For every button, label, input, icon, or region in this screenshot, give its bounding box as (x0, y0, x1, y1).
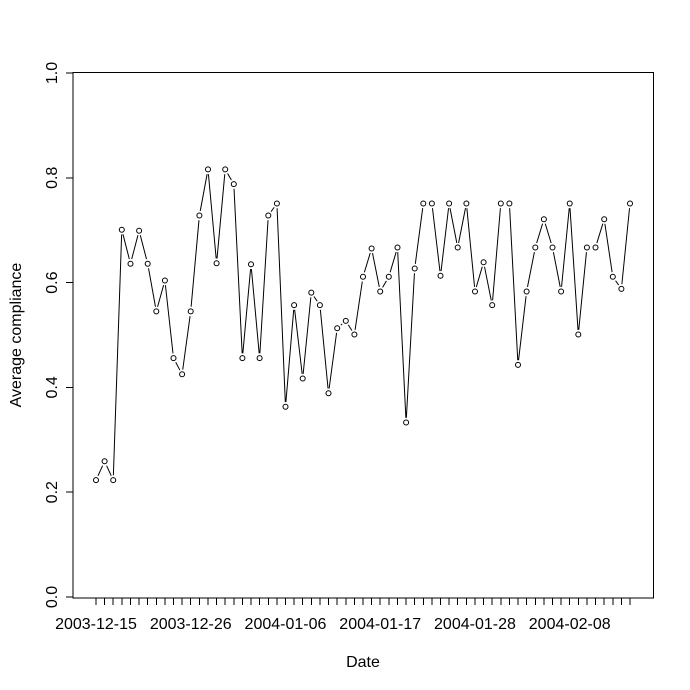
x-tick-label: 2004-02-08 (529, 616, 611, 633)
data-point-marker (540, 216, 547, 223)
y-tick-label: 0.2 (44, 481, 61, 503)
data-point-marker (566, 200, 573, 207)
data-point-marker (385, 273, 392, 280)
data-point-marker (549, 244, 556, 251)
data-point-marker (428, 200, 435, 207)
data-point-marker (446, 200, 453, 207)
data-point-marker (239, 355, 246, 362)
data-point-marker (213, 260, 220, 267)
data-point-marker (308, 289, 315, 296)
data-point-marker (127, 260, 134, 267)
data-point-marker (618, 285, 625, 292)
data-point-marker (282, 403, 289, 410)
data-point-marker (480, 259, 487, 266)
data-point-marker (515, 361, 521, 368)
data-point-marker (394, 244, 401, 251)
data-point-marker (592, 244, 599, 251)
x-tick-label: 2003-12-26 (150, 616, 232, 633)
data-point-marker (532, 244, 539, 251)
data-point-marker (256, 355, 263, 362)
y-tick-label: 1.0 (44, 62, 61, 84)
data-point-marker (437, 272, 444, 279)
data-point-marker (273, 200, 280, 207)
data-point-marker (558, 288, 565, 295)
data-point-marker (93, 477, 99, 484)
data-point-marker (463, 200, 470, 207)
plot-area-border (72, 72, 654, 599)
data-point-marker (506, 200, 513, 207)
data-point-marker (609, 273, 616, 280)
plot-box (72, 72, 654, 599)
data-point-marker (291, 302, 298, 309)
data-point-marker (325, 390, 332, 397)
x-tick-label: 2004-01-28 (434, 616, 516, 633)
data-point-marker (575, 331, 582, 338)
data-point-marker (316, 302, 323, 309)
data-point-marker (161, 277, 168, 284)
data-point-marker (583, 244, 590, 251)
data-point-marker (368, 245, 375, 252)
x-axis-title: Date (346, 654, 380, 671)
data-point-marker (248, 261, 254, 268)
data-point-marker (187, 308, 194, 315)
x-axis-ticks: 2003-12-15 2003-12-26 2004-01-06 2004-01-17… (55, 598, 631, 633)
data-point-marker (454, 244, 461, 251)
data-point-marker (601, 216, 608, 223)
y-axis-title: Average compliance (8, 263, 25, 408)
series-line (95, 167, 631, 481)
data-point-marker (230, 181, 237, 188)
data-point-marker (377, 288, 384, 295)
x-tick-label: 2004-01-06 (245, 616, 327, 633)
data-point-marker (472, 288, 478, 295)
y-tick-label: 0.6 (44, 271, 61, 293)
data-point-marker (205, 166, 211, 173)
data-point-marker (411, 265, 418, 272)
x-tick-label: 2003-12-15 (55, 616, 137, 633)
data-point-marker (110, 477, 117, 484)
data-point-marker (265, 212, 272, 219)
data-point-marker (144, 260, 151, 267)
y-axis-ticks: 0.0 0.2 0.4 0.6 0.8 1.0 (44, 62, 73, 608)
data-point-marker (627, 200, 633, 207)
y-tick-label: 0.0 (44, 586, 61, 608)
data-point-marker (118, 226, 125, 233)
data-point-marker (136, 227, 143, 234)
data-point-marker (153, 308, 160, 315)
data-point-marker (403, 419, 410, 426)
data-point-marker (179, 371, 186, 378)
data-point-marker (334, 325, 341, 332)
data-point-marker (196, 212, 203, 219)
data-point-marker (523, 288, 530, 295)
data-point-marker (489, 302, 496, 309)
data-point-marker (420, 200, 427, 207)
data-point-marker (170, 355, 177, 362)
x-tick-label: 2004-01-17 (339, 616, 421, 633)
data-point-marker (360, 273, 366, 280)
data-point-marker (222, 166, 229, 173)
data-point-marker (299, 375, 306, 382)
y-tick-label: 0.4 (44, 376, 61, 398)
data-point-marker (101, 458, 108, 465)
data-point-marker (351, 331, 358, 338)
data-point-marker (497, 200, 504, 207)
data-point-marker (342, 317, 349, 324)
y-tick-label: 0.8 (44, 167, 61, 189)
data-series (91, 164, 635, 485)
